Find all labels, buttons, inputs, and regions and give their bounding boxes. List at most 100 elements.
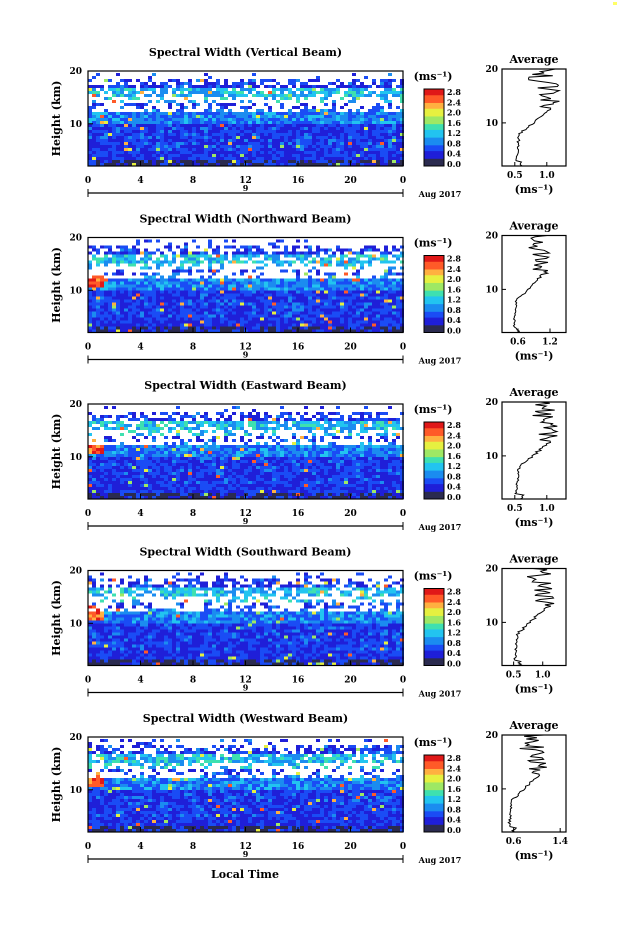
heatmap-cell	[232, 245, 236, 249]
heatmap-cell	[316, 254, 320, 258]
heatmap-cell	[392, 157, 396, 160]
heatmap-cell	[228, 133, 232, 136]
heatmap-cell	[328, 127, 332, 130]
heatmap-cell	[96, 91, 100, 94]
heatmap-cell	[392, 136, 396, 139]
heatmap-cell	[252, 136, 256, 139]
heatmap-cell	[384, 100, 388, 103]
heatmap-cell	[224, 329, 228, 333]
heatmap-cell	[396, 478, 400, 481]
heatmap-cell	[188, 118, 192, 121]
heatmap-cell	[120, 481, 124, 484]
heatmap-cell	[320, 317, 324, 321]
heatmap-cell	[308, 314, 312, 318]
heatmap-cell	[284, 260, 288, 264]
heatmap-cell	[136, 251, 140, 255]
heatmap-cell	[308, 475, 312, 478]
heatmap-cell	[108, 151, 112, 154]
heatmap-cell	[300, 85, 304, 88]
heatmap-cell	[396, 124, 400, 127]
heatmap-cell	[364, 293, 368, 297]
heatmap-cell	[212, 248, 216, 252]
colorbar-segment	[424, 108, 444, 111]
heatmap-cell	[120, 320, 124, 324]
heatmap-cell	[188, 260, 192, 264]
heatmap-cell	[380, 320, 384, 324]
heatmap-cell	[340, 311, 344, 315]
heatmap-cell	[260, 460, 264, 463]
heatmap-cell	[352, 266, 356, 270]
heatmap-cell	[132, 151, 136, 154]
heatmap-cell	[372, 109, 376, 112]
heatmap-cell	[320, 293, 324, 297]
colorbar-tick-label: 2.0	[447, 108, 461, 118]
heatmap-cell	[128, 124, 132, 127]
heatmap-cell	[104, 487, 108, 490]
heatmap-cell	[144, 139, 148, 142]
heatmap-cell	[244, 308, 248, 312]
heatmap-cell	[324, 278, 328, 282]
heatmap-cell	[296, 281, 300, 285]
heatmap-cell	[396, 106, 400, 109]
heatmap-cell	[140, 293, 144, 297]
heatmap-cell	[248, 88, 252, 91]
heatmap-cell	[248, 254, 252, 258]
heatmap-cell	[400, 136, 404, 139]
heatmap-cell	[332, 314, 336, 318]
heatmap-cell	[236, 329, 240, 333]
heatmap-cell	[224, 460, 228, 463]
heatmap-cell	[272, 469, 276, 472]
heatmap-cell	[220, 496, 224, 499]
heatmap-cell	[268, 305, 272, 309]
heatmap-cell	[340, 284, 344, 288]
heatmap-cell	[132, 139, 136, 142]
heatmap-cell	[252, 493, 256, 496]
heatmap-cell	[340, 469, 344, 472]
heatmap-cell	[208, 463, 212, 466]
heatmap-cell	[108, 139, 112, 142]
heatmap-cell	[232, 493, 236, 496]
heatmap-cell	[248, 79, 252, 82]
heatmap-cell	[216, 296, 220, 300]
heatmap-cell	[324, 326, 328, 330]
heatmap-cell	[352, 133, 356, 136]
heatmap-cell	[224, 484, 228, 487]
heatmap-cell	[328, 311, 332, 315]
heatmap-cell	[108, 160, 112, 163]
heatmap-cell	[364, 136, 368, 139]
heatmap-cell	[368, 112, 372, 115]
heatmap-cell	[364, 245, 368, 249]
heatmap-cell	[336, 79, 340, 82]
heatmap-cell	[244, 106, 248, 109]
heatmap-cell	[204, 490, 208, 493]
heatmap-cell	[104, 157, 108, 160]
heatmap-cell	[328, 472, 332, 475]
heatmap-cell	[212, 460, 216, 463]
heatmap-cell	[220, 109, 224, 112]
heatmap-cell	[296, 317, 300, 321]
heatmap-cell	[288, 142, 292, 145]
heatmap-cell	[308, 299, 312, 303]
heatmap-cell	[272, 299, 276, 303]
heatmap-cell	[280, 326, 284, 330]
heatmap-cell	[180, 287, 184, 291]
heatmap-cell	[92, 326, 96, 330]
heatmap-cell	[216, 478, 220, 481]
heatmap-cell	[260, 302, 264, 306]
heatmap-cell	[256, 296, 260, 300]
heatmap-cell	[108, 296, 112, 300]
heatmap-cell	[180, 115, 184, 118]
heatmap-cell	[396, 487, 400, 490]
heatmap-cell	[372, 118, 376, 121]
heatmap-cell	[324, 308, 328, 312]
heatmap-cell	[212, 82, 216, 85]
heatmap-cell	[344, 91, 348, 94]
heatmap-cell	[316, 466, 320, 469]
heatmap-cell	[188, 284, 192, 288]
heatmap-cell	[348, 317, 352, 321]
heatmap-cell	[124, 478, 128, 481]
heatmap-cell	[324, 284, 328, 288]
heatmap-cell	[104, 124, 108, 127]
colorbar-tick-label: 2.4	[447, 97, 461, 107]
heatmap-cell	[88, 478, 92, 481]
